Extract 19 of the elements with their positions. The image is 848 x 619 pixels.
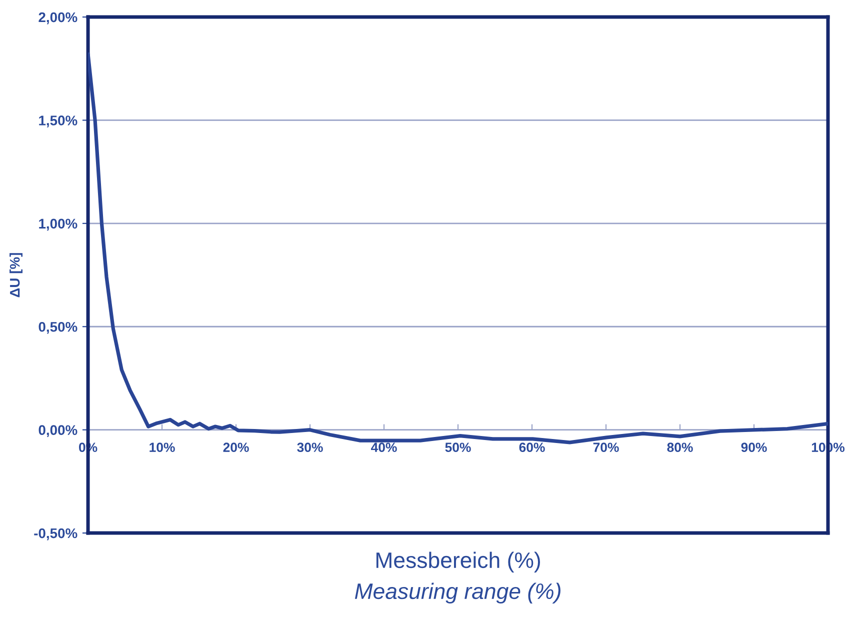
x-tick-label: 90% (741, 442, 767, 452)
x-axis-title: Messbereich (%) (376, 552, 540, 572)
y-tick-label: 0,00% (38, 425, 78, 438)
y-tick-label: -0,50% (34, 528, 78, 540)
x-tick-label: 10% (150, 442, 175, 452)
x-tick-label: 20% (223, 442, 249, 452)
x-tick-label: 60% (519, 442, 545, 452)
x-tick-label: 70% (593, 442, 619, 452)
y-tick-label: 2,00% (38, 12, 78, 24)
line-series (88, 52, 828, 444)
text: Measuring range (%) (354, 582, 560, 604)
x-tick-label: 80% (667, 442, 693, 452)
y-tick-label: 1,00% (39, 218, 78, 231)
x-tick-label: 40% (371, 442, 397, 452)
y-tick-label: 0,50% (38, 322, 78, 334)
y-axis-title: ΔU [%] (10, 253, 22, 298)
x-tick-label: 50% (445, 442, 471, 452)
x-tick-label: 30% (297, 442, 323, 452)
y-tick-label: 1,50% (39, 116, 78, 128)
